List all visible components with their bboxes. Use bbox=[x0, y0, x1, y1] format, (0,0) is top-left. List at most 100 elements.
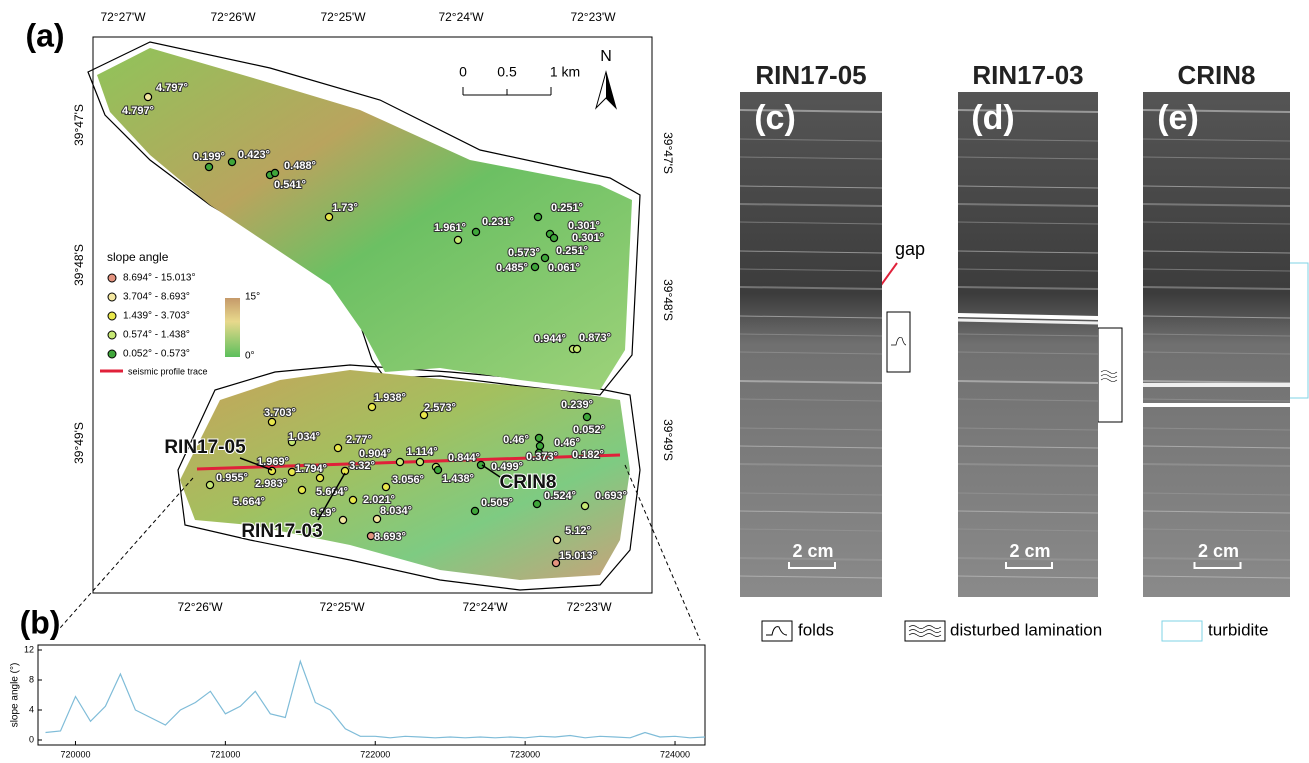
legend-label: seismic profile trace bbox=[128, 366, 208, 376]
slope-label: 0.573° bbox=[508, 247, 540, 259]
sample-point bbox=[325, 213, 332, 220]
sample-point bbox=[534, 213, 541, 220]
slope-label: 0.251° bbox=[551, 202, 583, 214]
sample-point bbox=[541, 254, 548, 261]
x-tick-label: 724000 bbox=[660, 749, 690, 759]
profile-line bbox=[46, 661, 706, 738]
sample-point bbox=[298, 486, 305, 493]
legend-label: 0.052° - 0.573° bbox=[123, 349, 190, 360]
slope-label: 0.373° bbox=[526, 451, 558, 463]
slope-label: 3.056° bbox=[392, 474, 424, 486]
lon-label: 72°25'W bbox=[320, 10, 366, 24]
key-label: turbidite bbox=[1208, 620, 1268, 639]
sample-point bbox=[472, 228, 479, 235]
scale-label: 2 cm bbox=[1198, 541, 1239, 561]
panel-label: (a) bbox=[25, 17, 64, 53]
figure: 72°27'W 72°26'W 72°25'W 72°24'W 72°23'W 72°26… bbox=[0, 0, 1309, 763]
gap-label: gap bbox=[895, 239, 925, 259]
slope-label: 4.797° bbox=[156, 82, 188, 94]
legend-label: 1.439° - 3.703° bbox=[123, 311, 190, 322]
sample-point bbox=[228, 158, 235, 165]
lon-label: 72°23'W bbox=[566, 600, 612, 614]
slope-label: 0.505° bbox=[481, 497, 513, 509]
slope-label: 0.301° bbox=[568, 220, 600, 232]
panel-label: (e) bbox=[1157, 99, 1199, 137]
slope-label: 15.013° bbox=[559, 550, 597, 562]
slope-label: 0.199° bbox=[193, 151, 225, 163]
slope-label: 0.693° bbox=[595, 490, 627, 502]
lon-label: 72°26'W bbox=[177, 600, 223, 614]
core-title: RIN17-05 bbox=[755, 60, 866, 90]
sample-point bbox=[316, 474, 323, 481]
lon-label: 72°24'W bbox=[438, 10, 484, 24]
slope-label: 6.19° bbox=[310, 507, 336, 519]
slope-label: 3.32° bbox=[349, 460, 375, 472]
legend-label: 3.704° - 8.693° bbox=[123, 292, 190, 303]
slope-label: 0.061° bbox=[548, 262, 580, 274]
scale-label: 1 km bbox=[550, 64, 580, 80]
slope-label: 2.983° bbox=[255, 478, 287, 490]
key-icon bbox=[1162, 621, 1202, 641]
sample-point bbox=[349, 496, 356, 503]
y-tick-label: 4 bbox=[29, 704, 34, 714]
chart-frame bbox=[38, 645, 705, 745]
core-image bbox=[958, 92, 1098, 597]
sample-point bbox=[531, 263, 538, 270]
slope-label: 5.12° bbox=[565, 525, 591, 537]
slope-label: 0.844° bbox=[448, 452, 480, 464]
core-image bbox=[740, 92, 882, 597]
slope-label: 0.488° bbox=[284, 160, 316, 172]
folds-box bbox=[887, 312, 910, 372]
legend-swatch bbox=[108, 312, 116, 320]
scale-label: 2 cm bbox=[792, 541, 833, 561]
turbidite-box bbox=[1288, 263, 1308, 398]
sample-point bbox=[205, 163, 212, 170]
legend-label: 0.574° - 1.438° bbox=[123, 330, 190, 341]
core-location-label: CRIN8 bbox=[499, 472, 556, 493]
lon-label: 72°27'W bbox=[100, 10, 146, 24]
sample-point bbox=[382, 483, 389, 490]
disturbed-box bbox=[1098, 328, 1122, 422]
key-label: disturbed lamination bbox=[950, 620, 1102, 639]
slope-label: 2.77° bbox=[346, 434, 372, 446]
lat-label: 39°48'S bbox=[72, 244, 86, 286]
slope-label: 1.961° bbox=[434, 222, 466, 234]
slope-label: 0.485° bbox=[496, 262, 528, 274]
sample-point bbox=[334, 444, 341, 451]
core-location-label: RIN17-03 bbox=[241, 521, 322, 542]
core-title: RIN17-03 bbox=[972, 60, 1083, 90]
slope-label: 1.034° bbox=[288, 431, 320, 443]
sample-point bbox=[533, 500, 540, 507]
lat-label: 39°49'S bbox=[661, 419, 675, 461]
x-tick-label: 723000 bbox=[510, 749, 540, 759]
legend-swatch bbox=[108, 350, 116, 358]
lon-label: 72°26'W bbox=[210, 10, 256, 24]
core-location-label: RIN17-05 bbox=[164, 437, 246, 458]
scale-label: 0.5 bbox=[497, 64, 517, 80]
sample-point bbox=[416, 458, 423, 465]
core-title: CRIN8 bbox=[1177, 60, 1255, 90]
lon-label: 72°23'W bbox=[570, 10, 616, 24]
sample-point bbox=[434, 466, 441, 473]
slope-label: 0.231° bbox=[482, 216, 514, 228]
slope-label: 0.301° bbox=[572, 232, 604, 244]
slope-label: 0.904° bbox=[359, 448, 391, 460]
slope-label: 0.251° bbox=[556, 245, 588, 257]
y-tick-label: 0 bbox=[29, 734, 34, 744]
x-tick-label: 720000 bbox=[60, 749, 90, 759]
sample-point bbox=[581, 502, 588, 509]
legend-title: slope angle bbox=[107, 250, 169, 264]
sample-point bbox=[144, 93, 151, 100]
scale-label: 0 bbox=[459, 64, 467, 80]
lat-label: 39°47'S bbox=[661, 132, 675, 174]
lon-label: 72°24'W bbox=[462, 600, 508, 614]
scale-label: 2 cm bbox=[1009, 541, 1050, 561]
lat-label: 39°48'S bbox=[661, 279, 675, 321]
colorbar-label: 15° bbox=[245, 292, 260, 303]
key-icon bbox=[762, 621, 792, 641]
slope-label: 0.052° bbox=[573, 424, 605, 436]
lat-label: 39°49'S bbox=[72, 422, 86, 464]
slope-label: 1.794° bbox=[295, 463, 327, 475]
colorbar bbox=[225, 298, 240, 357]
slope-label: 2.573° bbox=[424, 402, 456, 414]
